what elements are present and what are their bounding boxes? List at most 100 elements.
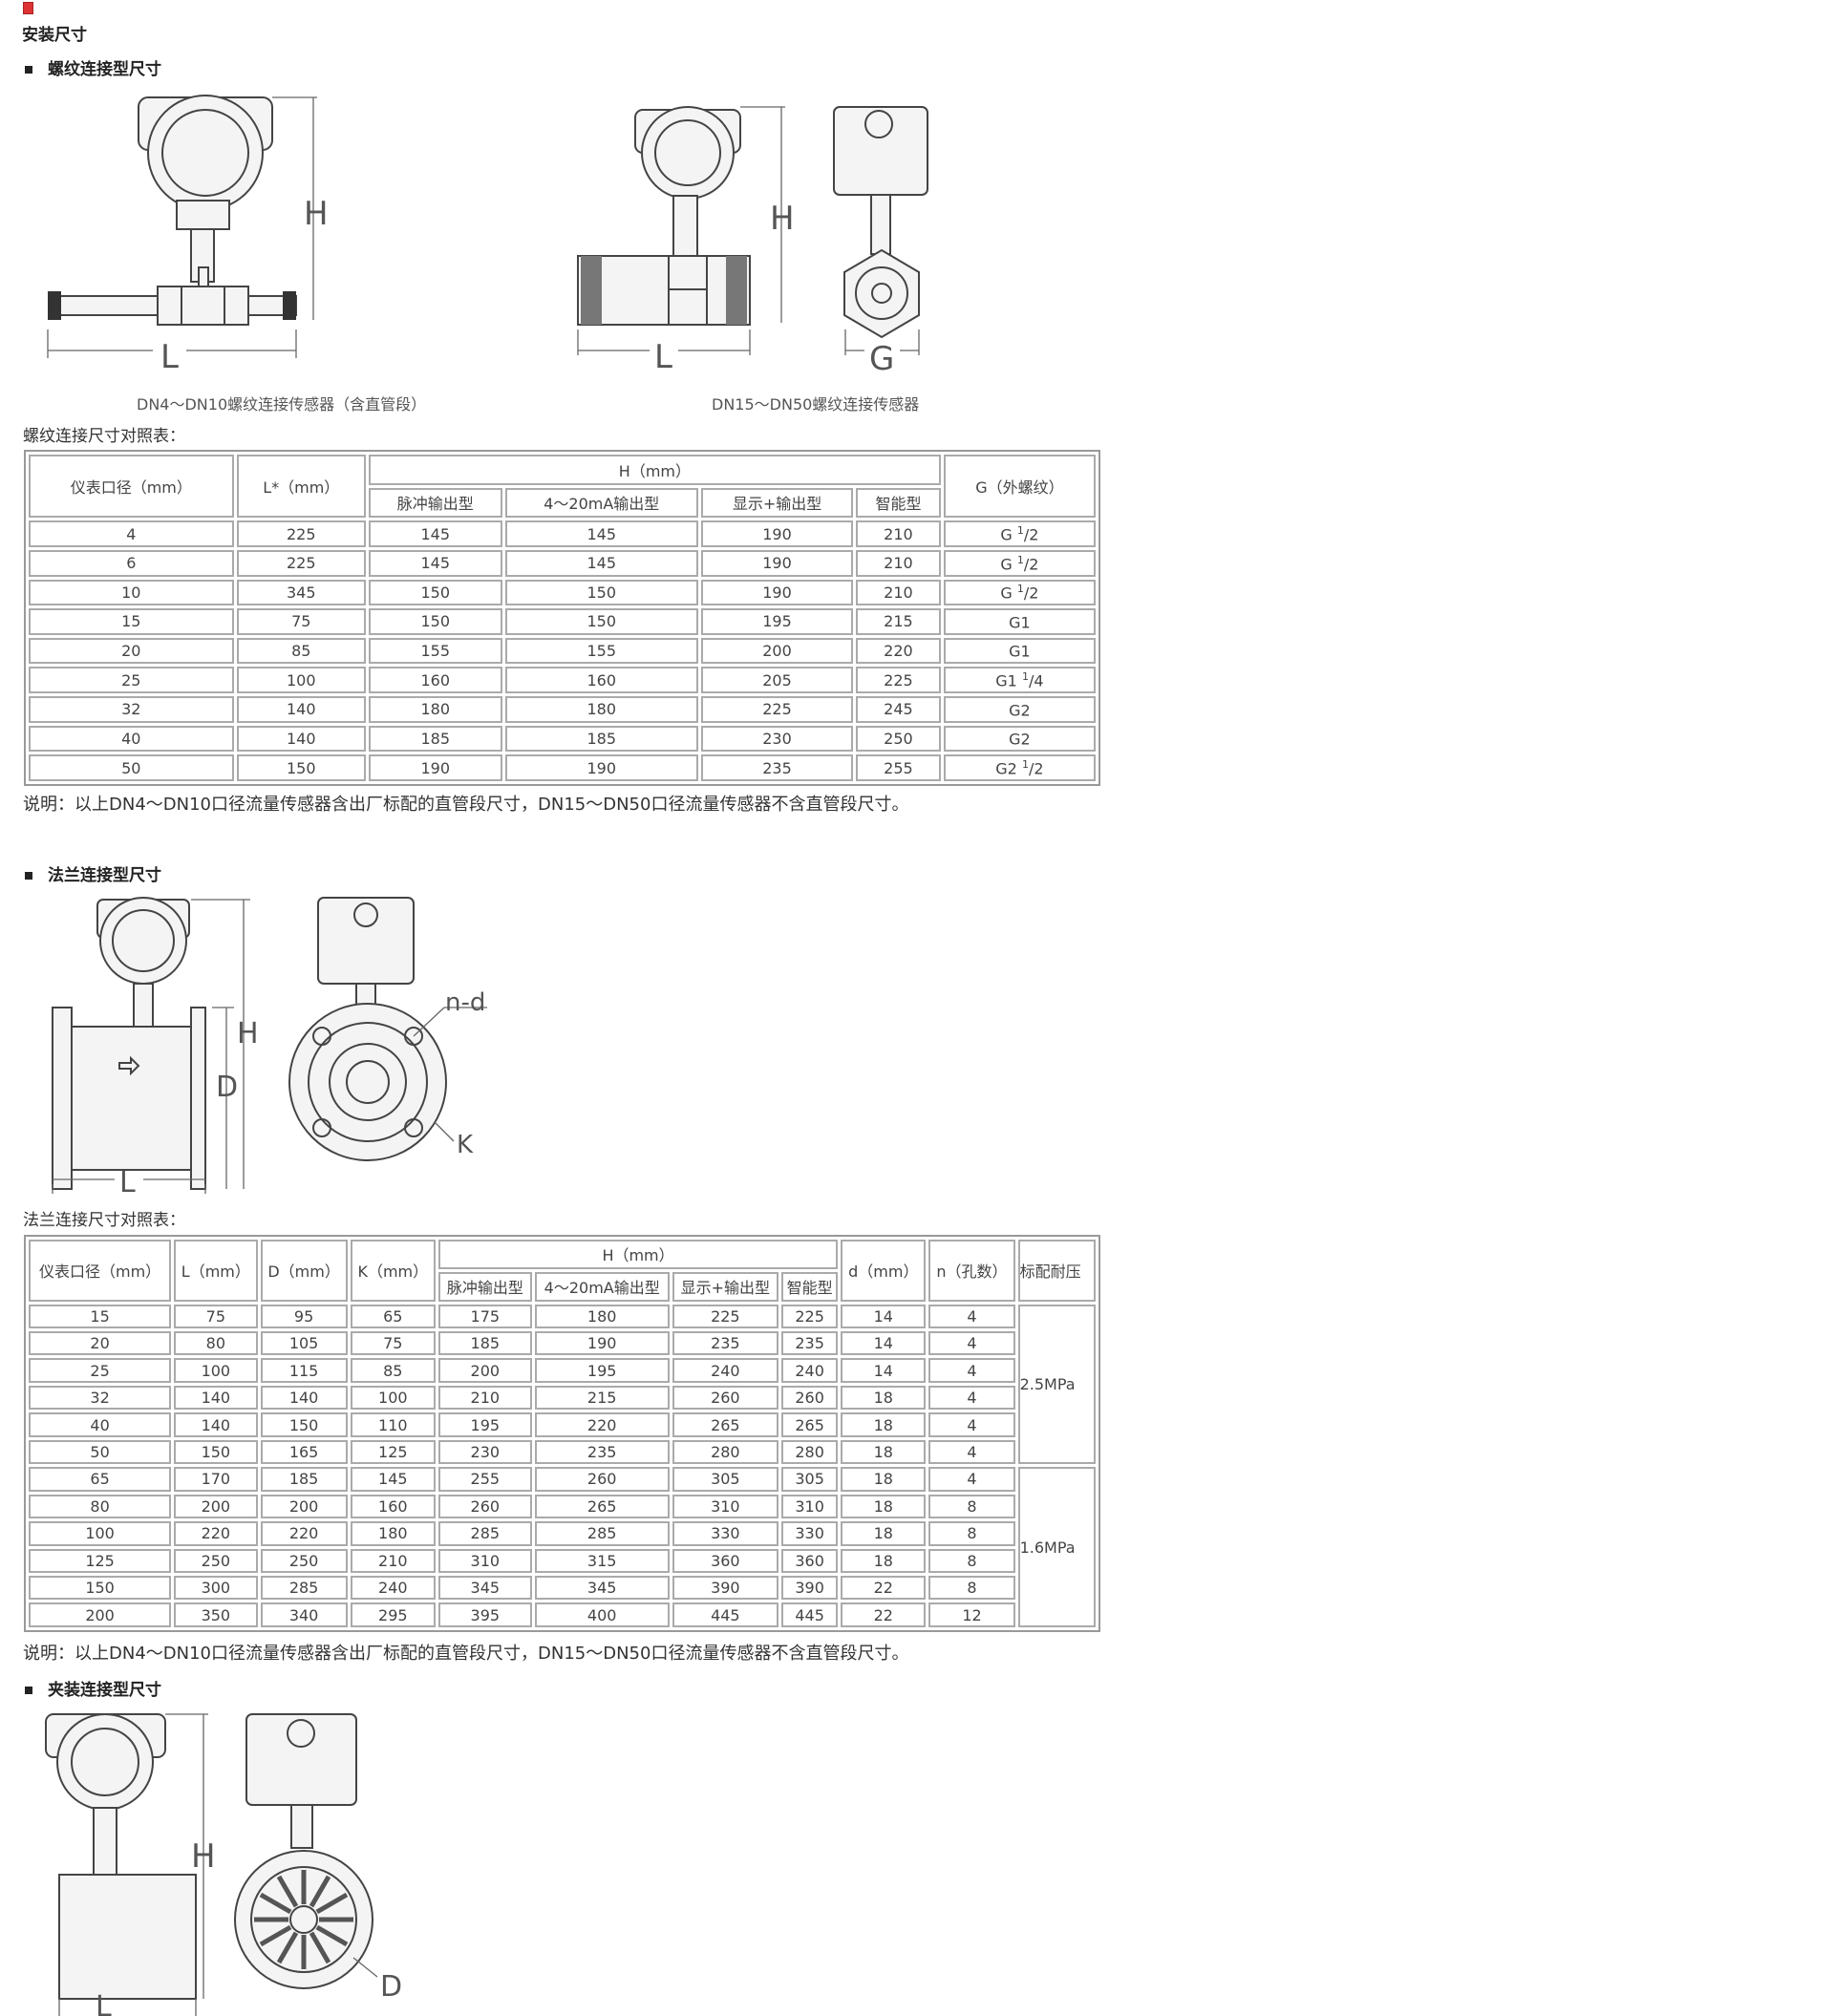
- cell-g: G2: [943, 696, 1096, 723]
- thread-fraction-numerator: 1: [1016, 553, 1024, 566]
- cell-hole-d: 22: [841, 1602, 927, 1627]
- cell-display: 265: [672, 1412, 779, 1437]
- cell-length: 200: [174, 1494, 258, 1519]
- cell-l: 150: [236, 754, 366, 781]
- table-header-row: 脉冲输出型 4～20mA输出型 显示+输出型 智能型: [29, 487, 1096, 519]
- cell-k: 210: [350, 1548, 436, 1573]
- cell-holes: 8: [928, 1521, 1015, 1546]
- table-row: 40 140 185 185 230 250 G2: [29, 725, 1096, 753]
- cell-pulse: 185: [368, 725, 502, 753]
- cell-smart: 310: [781, 1494, 839, 1519]
- cell-hole-d: 22: [841, 1575, 927, 1601]
- cell-display: 190: [700, 520, 854, 547]
- cell-diameter: 32: [29, 1385, 172, 1411]
- cell-hole-d: 18: [841, 1521, 927, 1546]
- cell-smart: 250: [856, 725, 941, 753]
- cell-holes: 8: [928, 1494, 1015, 1519]
- cell-l: 85: [236, 637, 366, 665]
- cell-g: G2: [943, 725, 1096, 753]
- flange-heading: 法兰连接型尺寸: [25, 861, 161, 885]
- cell-pulse: 200: [437, 1358, 532, 1383]
- cell-hole-d: 14: [841, 1304, 927, 1329]
- table-row: 32 140 140 100 210 215 260 260 18 4: [29, 1385, 1096, 1411]
- cell-current: 220: [534, 1412, 670, 1437]
- cell-current: 180: [534, 1304, 670, 1329]
- cell-display: 235: [700, 754, 854, 781]
- thread-size: G1: [995, 671, 1022, 690]
- table-row: 50 150 165 125 230 235 280 280 18 4: [29, 1439, 1096, 1465]
- cell-current: 215: [534, 1385, 670, 1411]
- flange-note: 说明：以上DN4～DN10口径流量传感器含出厂标配的直管段尺寸，DN15～DN5…: [23, 1644, 909, 1664]
- cell-l: 75: [236, 608, 366, 635]
- flange-table-title: 法兰连接尺寸对照表：: [23, 1211, 185, 1230]
- cell-holes: 4: [928, 1331, 1015, 1356]
- cell-pulse: 150: [368, 579, 502, 606]
- cell-d-outer: 200: [260, 1494, 348, 1519]
- cell-current: 345: [534, 1575, 670, 1601]
- header-pulse: 脉冲输出型: [368, 487, 502, 519]
- cell-pulse: 255: [437, 1467, 532, 1492]
- cell-current: 190: [504, 754, 698, 781]
- cell-hole-d: 14: [841, 1331, 927, 1356]
- cell-current: 285: [534, 1521, 670, 1546]
- dim-label-h: H: [191, 1837, 216, 1876]
- cell-k: 180: [350, 1521, 436, 1546]
- cell-holes: 4: [928, 1304, 1015, 1329]
- cell-current: 180: [504, 696, 698, 723]
- cell-pulse: 160: [368, 667, 502, 694]
- thread-fraction-denominator: /2: [1028, 759, 1044, 778]
- dim-label-h: H: [304, 195, 329, 233]
- cell-display: 260: [672, 1385, 779, 1411]
- table-row: 15 75 150 150 195 215 G1: [29, 608, 1096, 635]
- clamp-heading-text: 夹装连接型尺寸: [48, 1681, 161, 1700]
- cell-length: 80: [174, 1331, 258, 1356]
- thread-fraction-denominator: /2: [1023, 584, 1039, 603]
- cell-diameter: 80: [29, 1494, 172, 1519]
- broken-image-icon: [23, 2, 33, 14]
- threaded-heading-text: 螺纹连接型尺寸: [48, 60, 161, 79]
- thread-fraction-denominator: /4: [1028, 671, 1044, 690]
- cell-smart: 240: [781, 1358, 839, 1383]
- cell-current: 315: [534, 1548, 670, 1573]
- cell-smart: 260: [781, 1385, 839, 1411]
- header-smart: 智能型: [856, 487, 941, 519]
- header-pulse: 脉冲输出型: [437, 1271, 532, 1302]
- cell-smart: 255: [856, 754, 941, 781]
- table-row: 4 225 145 145 190 210 G 1/2: [29, 520, 1096, 547]
- cell-pulse: 185: [437, 1331, 532, 1356]
- cell-hole-d: 18: [841, 1494, 927, 1519]
- cell-diameter: 65: [29, 1467, 172, 1492]
- thread-size: G: [1000, 584, 1017, 603]
- cell-current: 145: [504, 520, 698, 547]
- table-row: 15 75 95 65 175 180 225 225 14 4 2.5MPa: [29, 1304, 1096, 1465]
- cell-pulse: 145: [368, 520, 502, 547]
- header-hole-d: d（mm）: [841, 1240, 927, 1302]
- threaded-table-title: 螺纹连接尺寸对照表：: [23, 427, 185, 446]
- section-title: 安装尺寸: [22, 26, 87, 45]
- cell-diameter: 40: [29, 1412, 172, 1437]
- bullet-icon: [25, 872, 32, 880]
- table-row: 25 100 115 85 200 195 240 240 14 4: [29, 1358, 1096, 1383]
- cell-pressure: 2.5MPa: [1017, 1304, 1096, 1465]
- dim-label-k: K: [457, 1131, 474, 1159]
- threaded-sensor-large-drawing: H L G: [577, 106, 928, 378]
- dim-label-g: G: [869, 340, 894, 378]
- dim-label-l: L: [119, 1166, 136, 1199]
- cell-length: 350: [174, 1602, 258, 1627]
- cell-display: 235: [672, 1331, 779, 1356]
- cell-diameter: 50: [29, 1439, 172, 1465]
- cell-display: 360: [672, 1548, 779, 1573]
- cell-hole-d: 14: [841, 1358, 927, 1383]
- cell-display: 190: [700, 579, 854, 606]
- cell-current: 160: [504, 667, 698, 694]
- table-header-row: 仪表口径（mm） L（mm） D（mm） K（mm） H（mm） d（mm） n…: [29, 1240, 1096, 1302]
- cell-holes: 4: [928, 1385, 1015, 1411]
- table-row: 20 85 155 155 200 220 G1: [29, 637, 1096, 665]
- cell-dn: 40: [29, 725, 234, 753]
- clamp-sensor-drawing: H L D: [45, 1713, 402, 2016]
- cell-l: 100: [236, 667, 366, 694]
- cell-current: 400: [534, 1602, 670, 1627]
- table-row: 50 150 190 190 235 255 G2 1/2: [29, 754, 1096, 781]
- cell-holes: 4: [928, 1358, 1015, 1383]
- cell-display: 310: [672, 1494, 779, 1519]
